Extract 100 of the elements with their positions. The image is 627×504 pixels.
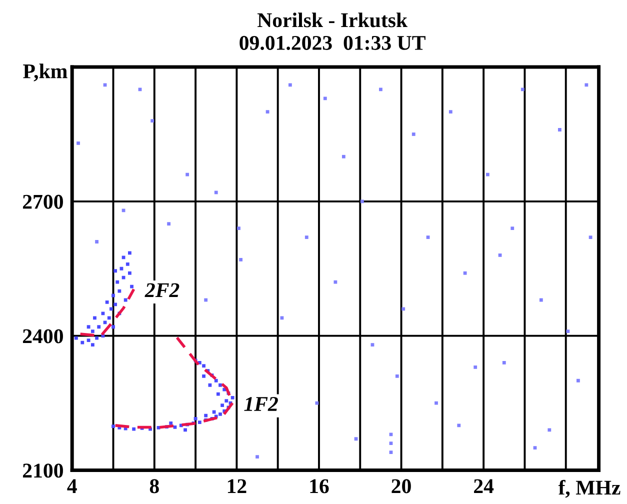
point	[167, 222, 170, 226]
point	[198, 420, 202, 424]
point	[118, 289, 122, 293]
point	[194, 417, 198, 420]
point	[112, 294, 115, 298]
point	[204, 298, 208, 302]
point	[93, 316, 96, 320]
point	[360, 200, 364, 204]
point	[103, 320, 107, 324]
point	[114, 302, 118, 306]
point	[138, 88, 142, 92]
point	[212, 410, 216, 414]
point	[389, 432, 393, 436]
point	[230, 396, 234, 400]
point	[389, 442, 393, 446]
point	[116, 280, 120, 284]
point	[74, 336, 78, 340]
point	[124, 298, 128, 302]
point	[239, 258, 243, 262]
x-axis-title: f, MHz	[558, 480, 620, 498]
point	[354, 437, 358, 441]
point	[498, 253, 502, 257]
point	[169, 421, 173, 425]
point	[132, 427, 136, 431]
point	[109, 307, 113, 311]
point	[80, 340, 84, 344]
point	[548, 428, 552, 432]
point	[173, 426, 177, 429]
y-tick-label: 2400	[22, 329, 63, 344]
point	[128, 251, 132, 255]
point	[218, 383, 222, 387]
point	[539, 298, 543, 302]
point	[434, 401, 438, 405]
point	[204, 414, 208, 418]
point	[588, 236, 592, 239]
point	[126, 262, 130, 266]
point	[379, 88, 382, 92]
point	[128, 271, 132, 275]
point	[463, 271, 467, 275]
annotation: 2F2	[144, 283, 180, 298]
point	[220, 404, 224, 407]
point	[533, 446, 537, 450]
point	[502, 361, 506, 364]
point	[370, 343, 374, 346]
point	[334, 280, 338, 284]
point	[486, 172, 490, 176]
point	[76, 141, 80, 145]
point	[216, 392, 220, 396]
point	[237, 226, 240, 230]
point	[520, 88, 524, 92]
point	[202, 364, 206, 368]
point	[101, 312, 105, 316]
point	[214, 190, 218, 194]
point	[112, 424, 115, 428]
y-tick-label: 2700	[22, 194, 63, 209]
chart-subtitle: 09.01.2023 01:33 UT	[240, 36, 426, 50]
point	[395, 374, 399, 378]
point	[323, 96, 327, 100]
point	[304, 236, 308, 239]
point	[112, 325, 115, 329]
point	[224, 399, 228, 402]
point	[558, 128, 562, 132]
point	[510, 226, 514, 230]
y-tick-label: 2100	[22, 464, 63, 478]
point	[448, 110, 452, 114]
point	[97, 325, 101, 329]
point	[402, 307, 406, 311]
point	[208, 383, 212, 387]
point	[315, 401, 319, 405]
point	[280, 316, 284, 320]
point	[342, 154, 346, 158]
point	[122, 208, 126, 212]
chart-title: Norilsk - Irkutsk	[257, 12, 408, 28]
x-tick-label: 20	[392, 479, 411, 494]
point	[584, 83, 588, 87]
point	[566, 330, 570, 334]
point	[114, 269, 118, 273]
point	[474, 365, 478, 369]
point	[256, 455, 259, 458]
point	[184, 428, 187, 432]
point	[86, 338, 90, 342]
annotation: 1F2	[244, 397, 278, 411]
point	[288, 83, 292, 87]
x-tick-label: 24	[474, 479, 494, 494]
point	[90, 330, 94, 334]
point	[122, 256, 126, 260]
point	[218, 412, 222, 416]
point	[90, 343, 94, 346]
point	[202, 374, 206, 378]
x-tick-label: 12	[228, 479, 246, 494]
point	[95, 240, 98, 244]
point	[389, 450, 393, 454]
point	[95, 336, 98, 340]
point	[214, 378, 218, 382]
point	[120, 266, 124, 270]
point	[105, 300, 109, 304]
x-tick-label: 4	[67, 479, 77, 494]
point	[426, 236, 430, 239]
point	[576, 378, 580, 382]
point	[186, 172, 190, 176]
